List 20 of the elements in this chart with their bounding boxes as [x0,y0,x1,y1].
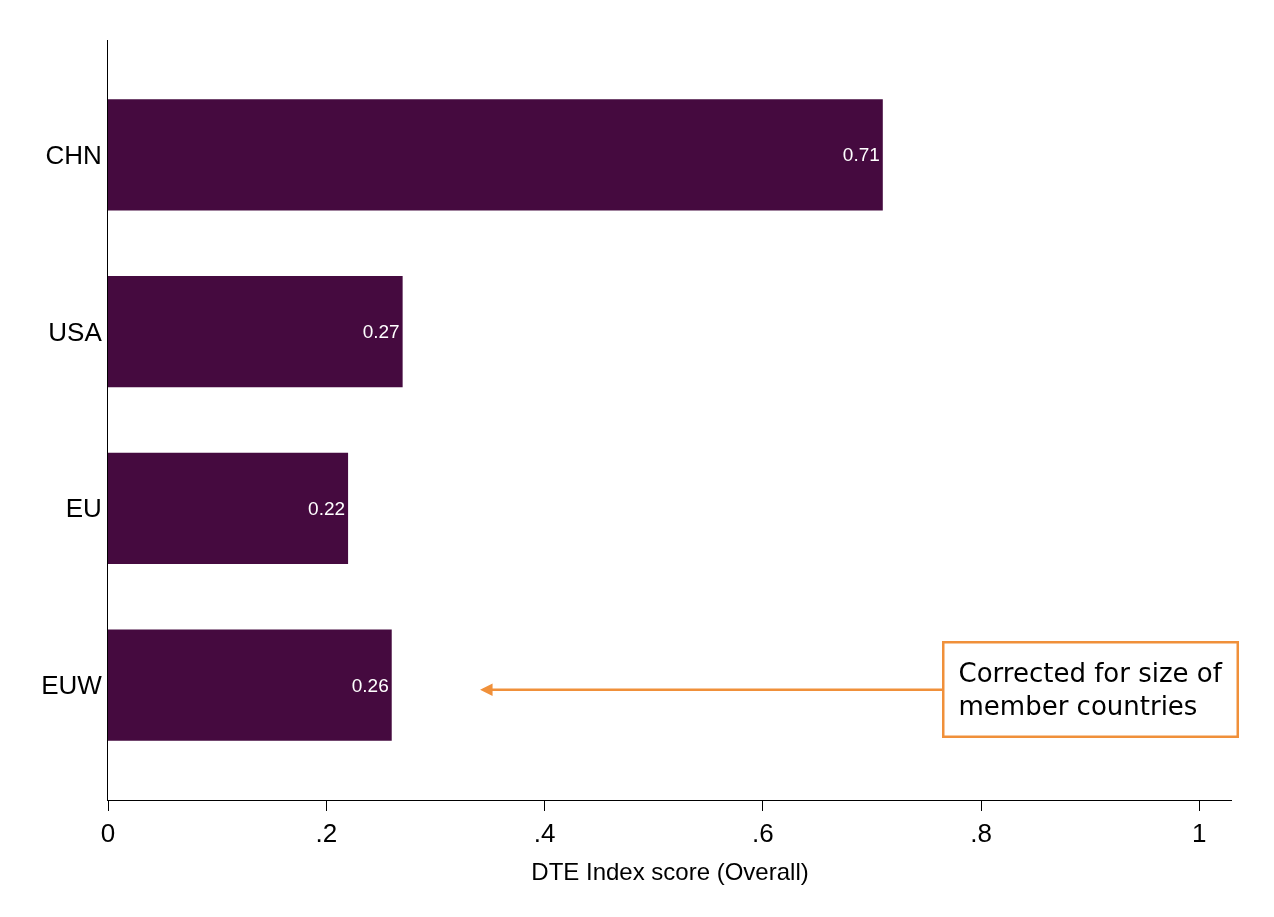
y-tick-label: USA [48,316,103,347]
x-tick-label: 1 [1192,818,1207,849]
x-tick-label: .4 [533,818,556,849]
y-tick-label: EU [65,493,102,524]
bar [108,452,349,565]
y-tick-label: EUW [41,670,103,701]
y-tick-label: CHN [45,139,102,170]
x-tick-label: .8 [970,818,992,849]
data-label: 0.27 [362,321,400,343]
data-label: 0.26 [351,674,389,696]
bar [108,629,392,741]
x-tick-label: .2 [315,818,338,849]
bar [108,275,403,388]
x-tick-label: 0 [100,818,116,849]
data-label: 0.22 [308,497,346,519]
x-axis-title: DTE Index score (Overall) [531,857,809,885]
bar [108,99,883,211]
annotation: Corrected for size of member countries [958,657,1223,722]
data-label: 0.71 [842,144,880,166]
x-tick-label: .6 [751,818,774,849]
